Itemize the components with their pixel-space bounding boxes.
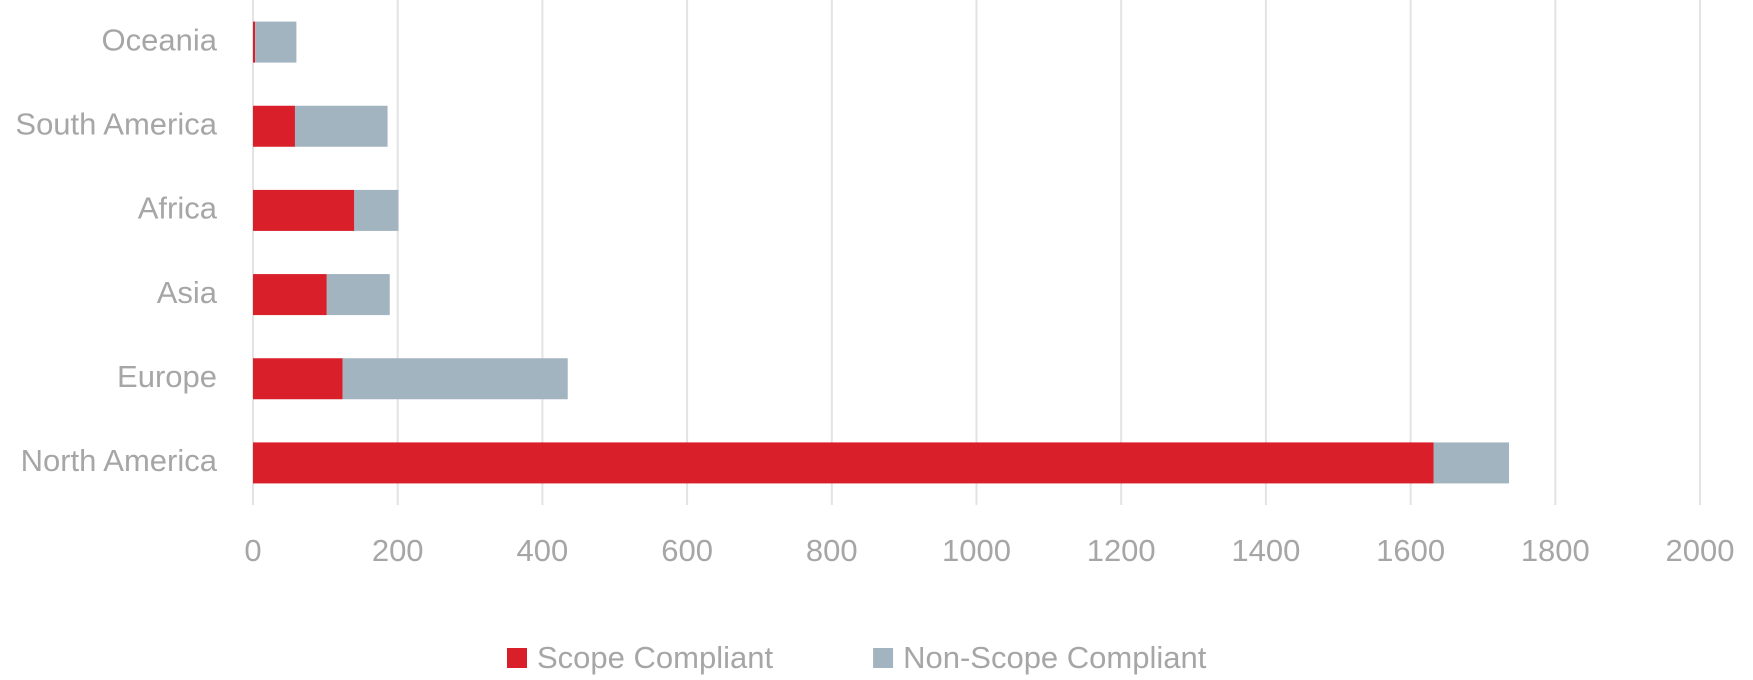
legend-swatch — [873, 648, 894, 668]
x-tick-label: 200 — [372, 533, 424, 568]
x-tick-label: 1800 — [1521, 533, 1590, 568]
x-tick-label: 1400 — [1231, 533, 1300, 568]
bar-segment — [342, 358, 568, 400]
bar-segment — [354, 189, 399, 231]
bar-segment — [1433, 442, 1509, 484]
y-tick-label: South America — [15, 106, 217, 141]
legend-swatch — [507, 648, 527, 668]
x-tick-label: 1200 — [1087, 533, 1156, 568]
bar-segment — [253, 274, 327, 316]
y-tick-label: Asia — [157, 275, 218, 310]
y-tick-label: North America — [21, 443, 218, 478]
x-tick-label: 1600 — [1376, 533, 1445, 568]
bar-segment — [253, 21, 256, 63]
legend-label: Scope Compliant — [537, 640, 773, 675]
bar-segment — [253, 105, 295, 147]
y-tick-label: Europe — [117, 359, 217, 394]
y-tick-label: Africa — [138, 191, 218, 226]
y-tick-label: Oceania — [102, 22, 218, 57]
x-tick-label: 800 — [806, 533, 858, 568]
bar-segment — [326, 274, 390, 316]
bar-segment — [253, 442, 1434, 484]
bar-segment — [255, 21, 297, 63]
bar-segment — [253, 189, 355, 231]
x-tick-label: 1000 — [942, 533, 1011, 568]
x-tick-label: 400 — [517, 533, 569, 568]
x-tick-label: 2000 — [1666, 533, 1735, 568]
x-tick-label: 600 — [661, 533, 713, 568]
legend-label: Non-Scope Compliant — [903, 640, 1207, 675]
bar-segment — [294, 105, 388, 147]
x-tick-label: 0 — [244, 533, 261, 568]
bar-segment — [253, 358, 343, 400]
